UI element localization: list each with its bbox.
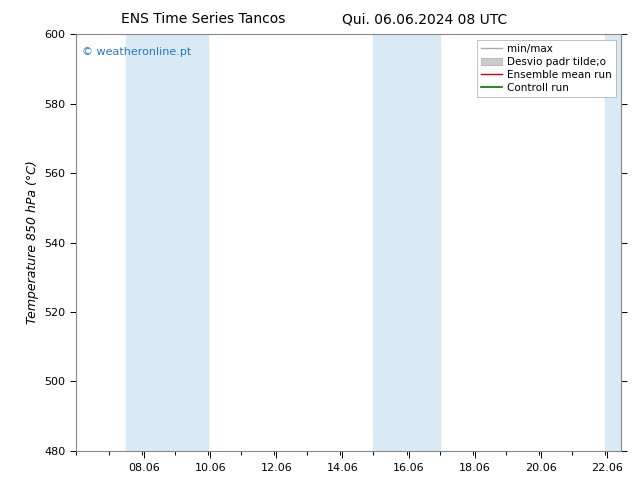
Y-axis label: Temperature 850 hPa (°C): Temperature 850 hPa (°C) — [26, 161, 39, 324]
Text: ENS Time Series Tancos: ENS Time Series Tancos — [120, 12, 285, 26]
Bar — [126, 34, 208, 451]
Text: Qui. 06.06.2024 08 UTC: Qui. 06.06.2024 08 UTC — [342, 12, 507, 26]
Text: © weatheronline.pt: © weatheronline.pt — [82, 47, 191, 57]
Bar — [605, 34, 621, 451]
Legend: min/max, Desvio padr tilde;o, Ensemble mean run, Controll run: min/max, Desvio padr tilde;o, Ensemble m… — [477, 40, 616, 97]
Bar — [373, 34, 439, 451]
